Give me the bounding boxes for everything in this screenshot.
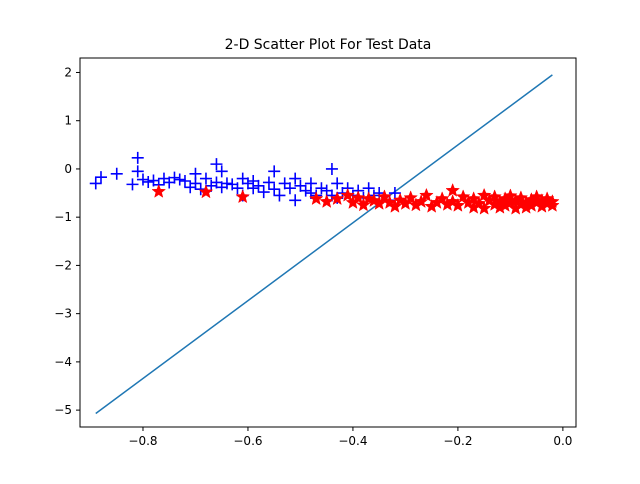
plus-marker: [215, 165, 228, 178]
plus-marker: [131, 165, 144, 178]
star-marker: [450, 197, 466, 212]
x-tick-label: −0.2: [443, 434, 472, 448]
plus-marker: [262, 176, 275, 189]
plus-marker: [189, 177, 202, 190]
plus-marker: [163, 176, 176, 189]
star-marker: [413, 194, 429, 208]
y-tick-label: −1: [54, 210, 72, 224]
star-marker: [356, 197, 371, 212]
y-axis: 2 1 0 −1 −2 −3 −4 −5: [54, 65, 80, 417]
plus-marker: [210, 158, 223, 171]
star-marker: [398, 195, 413, 210]
plot-frame: [79, 57, 577, 428]
plus-marker: [304, 177, 317, 190]
star-marker: [377, 189, 392, 204]
plus-marker: [268, 165, 281, 178]
star-marker: [545, 197, 560, 212]
plus-marker: [273, 189, 286, 202]
plus-marker: [257, 186, 270, 199]
plus-marker: [231, 182, 244, 195]
plus-marker: [142, 175, 155, 188]
star-marker: [235, 189, 251, 204]
star-series: [151, 182, 560, 215]
plus-marker: [131, 151, 144, 164]
plus-marker: [315, 182, 328, 195]
plus-marker: [388, 187, 401, 200]
plus-marker: [252, 179, 265, 192]
star-marker: [455, 189, 471, 204]
plus-marker: [220, 177, 233, 190]
plus-marker: [110, 167, 123, 180]
star-marker: [329, 191, 345, 206]
star-marker: [151, 183, 167, 198]
plus-marker: [294, 179, 307, 192]
plus-marker: [173, 173, 186, 186]
y-tick-label: −3: [54, 307, 72, 321]
plus-marker: [236, 172, 249, 185]
plus-marker: [126, 178, 139, 191]
star-marker: [434, 191, 450, 206]
star-marker: [419, 187, 434, 202]
star-marker: [476, 200, 492, 215]
x-tick-label: −0.8: [128, 434, 157, 448]
x-axis: −0.8 −0.6 −0.4 −0.2 0.0: [128, 427, 572, 448]
star-marker: [198, 184, 214, 199]
plus-marker: [89, 177, 102, 190]
x-tick-label: 0.0: [553, 434, 572, 448]
plus-marker: [247, 175, 260, 187]
plot-content: [89, 74, 560, 415]
star-marker: [445, 182, 460, 197]
plus-marker: [241, 177, 254, 190]
plus-marker: [199, 172, 212, 185]
plus-marker: [94, 171, 107, 184]
y-tick-label: 2: [64, 65, 72, 79]
x-tick-label: −0.4: [338, 434, 367, 448]
star-marker: [340, 187, 355, 202]
x-tick-label: −0.6: [233, 434, 262, 448]
plus-marker: [268, 183, 281, 196]
y-tick-label: −4: [54, 355, 72, 369]
star-marker: [387, 198, 403, 213]
star-marker: [308, 191, 324, 206]
plus-marker: [331, 177, 344, 190]
plus-marker: [210, 176, 223, 189]
plus-marker: [178, 175, 191, 187]
y-tick-label: 1: [64, 114, 72, 128]
plus-marker: [283, 182, 296, 195]
plus-marker: [299, 184, 312, 197]
plus-marker: [289, 194, 302, 207]
star-marker: [403, 190, 418, 205]
plus-marker: [168, 171, 181, 184]
plus-marker: [325, 162, 338, 175]
plus-marker: [278, 177, 291, 190]
plus-marker: [136, 173, 149, 186]
y-tick-label: −2: [54, 258, 72, 272]
trend-line: [95, 74, 553, 415]
plus-marker: [289, 172, 302, 185]
y-tick-label: −5: [54, 403, 72, 417]
plus-series: [89, 151, 401, 207]
star-marker: [350, 190, 366, 205]
chart-title: 2-D Scatter Plot For Test Data: [225, 37, 432, 53]
star-marker: [319, 194, 335, 208]
y-tick-label: 0: [64, 162, 72, 176]
